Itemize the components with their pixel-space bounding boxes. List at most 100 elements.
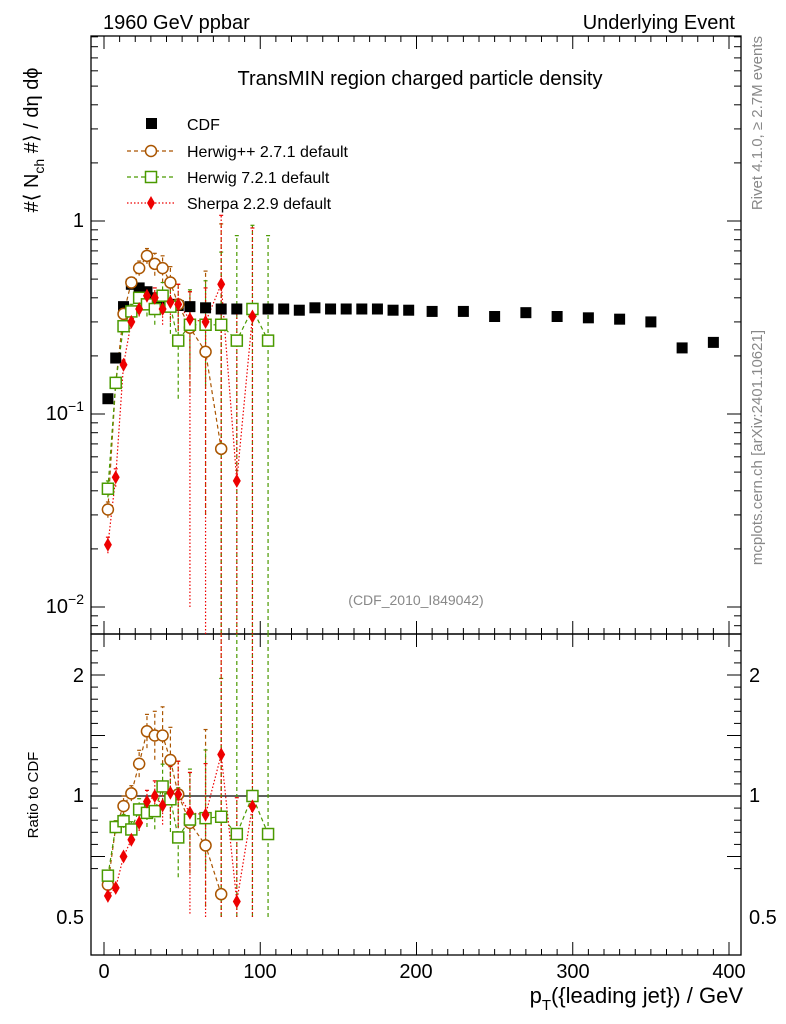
- data-point-herwig7: [261, 334, 275, 347]
- data-point-herwig7: [109, 376, 122, 390]
- data-point-herwig7: [117, 319, 130, 333]
- ratio-point-sherpa: [217, 747, 226, 762]
- ratio-y-axis-label: Ratio to CDF: [25, 752, 42, 839]
- ratio-point-sherpa: [174, 787, 183, 802]
- data-point-sherpa: [185, 312, 194, 327]
- legend-marker-sherpa: [147, 196, 155, 210]
- x-tick-label: 200: [399, 961, 432, 983]
- y-axis-label: #⟨ Nch #⟩ / dη dϕ: [21, 67, 47, 212]
- data-point-herwigpp: [214, 442, 228, 456]
- ratio-point-sherpa: [232, 894, 241, 909]
- ratio-point-sherpa: [142, 794, 151, 809]
- ratio-point-sherpa: [166, 785, 175, 800]
- data-point-sherpa: [217, 277, 226, 292]
- ratio-point-herwig7: [214, 810, 228, 823]
- ratio-point-sherpa: [150, 789, 159, 803]
- data-point-sherpa: [174, 297, 183, 312]
- data-point-cdf: [102, 393, 114, 405]
- ratio-point-sherpa: [103, 888, 112, 903]
- data-point-cdf: [262, 303, 274, 315]
- data-point-herwig7: [230, 334, 244, 347]
- x-tick-labels: 0 100 200 300 400: [98, 961, 745, 983]
- legend-marker-cdf: [146, 118, 157, 129]
- ratio-point-sherpa: [135, 815, 144, 830]
- data-point-cdf: [110, 352, 122, 364]
- data-point-herwig7: [156, 289, 169, 302]
- legend-label-sherpa: Sherpa 2.2.9 default: [187, 196, 332, 213]
- x-tick-label: 300: [556, 961, 589, 983]
- ratio-point-herwigpp: [156, 729, 169, 742]
- ratio-line-sherpa: [107, 754, 253, 902]
- data-point-sherpa: [135, 301, 144, 316]
- ratio-point-sherpa: [158, 798, 167, 813]
- main-series: [101, 214, 719, 634]
- data-point-cdf: [184, 301, 196, 313]
- legend-label-herwigpp: Herwig++ 2.7.1 default: [187, 144, 349, 161]
- legend-marker-herwig7: [144, 170, 158, 184]
- data-point-cdf: [118, 301, 130, 313]
- mcplots-label: mcplots.cern.ch [arXiv:2401.10621]: [749, 330, 766, 565]
- data-point-cdf: [520, 307, 532, 319]
- ratio-point-herwig7: [117, 814, 130, 828]
- data-point-cdf: [356, 303, 368, 315]
- data-point-herwigpp: [101, 503, 115, 516]
- axis-ticks: [91, 36, 741, 955]
- data-point-cdf: [457, 305, 469, 317]
- analysis-id: (CDF_2010_I849042): [348, 592, 483, 608]
- rivet-label: Rivet 4.1.0, ≥ 2.7M events: [749, 36, 766, 210]
- data-point-cdf: [582, 312, 594, 324]
- ratio-point-sherpa: [111, 880, 120, 895]
- data-point-sherpa: [166, 295, 175, 310]
- data-point-cdf: [231, 303, 243, 315]
- ratio-series: [101, 634, 275, 917]
- data-point-sherpa: [119, 357, 128, 372]
- data-point-cdf: [707, 336, 719, 348]
- data-point-herwigpp: [132, 261, 146, 275]
- data-point-herwig7: [171, 334, 185, 347]
- legend-label-herwig7: Herwig 7.2.1 default: [187, 170, 330, 187]
- y-tick-label: 1: [73, 210, 84, 232]
- data-point-cdf: [340, 303, 352, 315]
- data-point-sherpa: [103, 537, 112, 552]
- ratio-point-sherpa: [119, 849, 128, 864]
- ratio-tick-labels: 0.5 1 2 0.5 1 2: [56, 665, 777, 929]
- data-point-cdf: [278, 303, 290, 315]
- legend-label-cdf: CDF: [187, 117, 220, 134]
- ratio-point-herwigpp: [117, 799, 130, 813]
- y-tick-label: 10−1: [46, 398, 84, 425]
- header-left: 1960 GeV ppbar: [103, 12, 250, 34]
- ratio-tick-label-right: 0.5: [749, 907, 777, 929]
- ratio-point-sherpa: [185, 805, 194, 820]
- data-point-cdf: [489, 311, 501, 323]
- legend-marker-herwigpp: [144, 144, 158, 158]
- header-right: Underlying Event: [583, 12, 736, 34]
- data-point-sherpa: [248, 309, 257, 324]
- data-point-cdf: [200, 302, 212, 314]
- ratio-point-herwigpp: [199, 839, 212, 852]
- data-point-cdf: [371, 303, 383, 315]
- x-axis-label: pT({leading jet}) / GeV: [530, 983, 744, 1014]
- data-point-sherpa: [111, 470, 120, 485]
- ratio-tick-label-left: 0.5: [56, 907, 84, 929]
- data-point-cdf: [309, 302, 321, 314]
- data-point-herwig7: [101, 482, 115, 495]
- ratio-point-herwig7: [171, 831, 185, 844]
- ratio-tick-label-left: 2: [73, 665, 84, 687]
- data-point-sherpa: [150, 290, 159, 305]
- data-point-sherpa: [142, 288, 151, 303]
- ratio-tick-label-right: 1: [749, 785, 760, 807]
- chart-title: TransMIN region charged particle density: [238, 68, 603, 90]
- data-point-cdf: [403, 304, 415, 316]
- x-tick-label: 0: [98, 961, 109, 983]
- ratio-point-herwig7: [156, 780, 169, 793]
- data-point-cdf: [551, 311, 563, 323]
- x-tick-label: 100: [243, 961, 276, 983]
- data-point-herwigpp: [199, 345, 212, 359]
- ratio-point-sherpa: [127, 832, 136, 847]
- data-point-cdf: [133, 282, 145, 294]
- ratio-point-herwig7: [230, 827, 244, 841]
- ratio-point-herwigpp: [214, 887, 228, 901]
- data-point-herwigpp: [125, 276, 138, 289]
- data-point-cdf: [614, 313, 626, 325]
